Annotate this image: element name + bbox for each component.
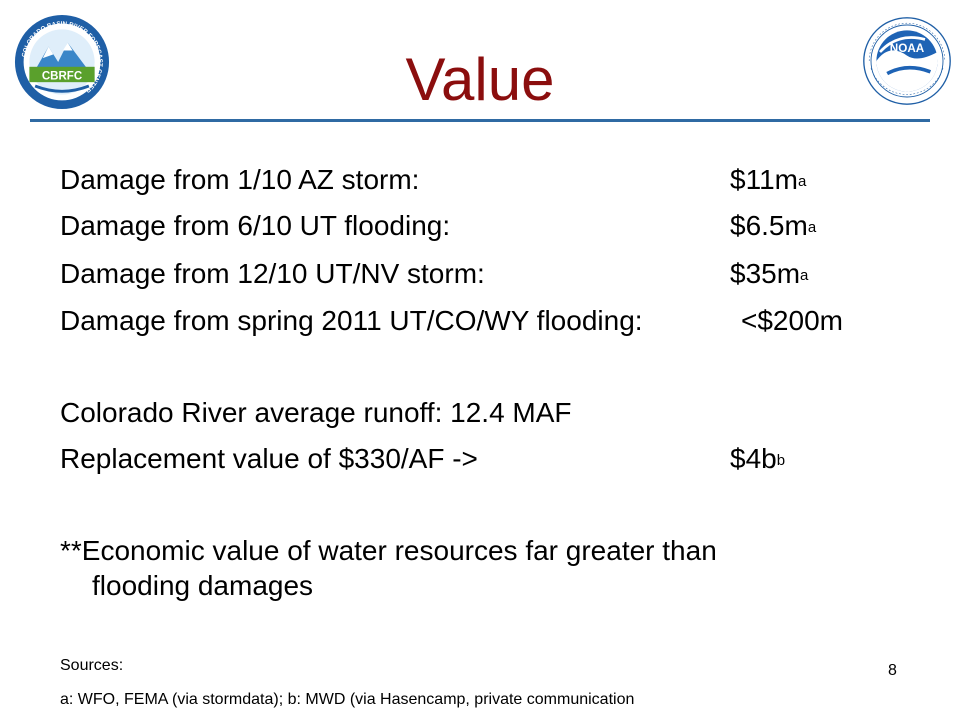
line-value: $6.5ma (730, 210, 817, 241)
line-value: $35ma (730, 258, 809, 289)
noaa-logo-text: NOAA (890, 42, 925, 55)
line-label: Damage from 6/10 UT flooding: (60, 210, 451, 241)
line-label: Replacement value of $330/AF -> (60, 443, 478, 474)
sources-text: a: WFO, FEMA (via stormdata); b: MWD (vi… (60, 691, 635, 708)
line-label: Damage from spring 2011 UT/CO/WY floodin… (60, 305, 643, 336)
line-value: $11ma (730, 164, 807, 195)
footnote-marker: b (776, 452, 786, 469)
line-value: $4bb (730, 443, 786, 474)
note-line-1: **Economic value of water resources far … (60, 535, 717, 566)
title-divider (30, 119, 930, 122)
noaa-logo: NOAA (862, 16, 952, 106)
economic-value-note: **Economic value of water resources far … (60, 533, 860, 603)
line-label: Colorado River average runoff: 12.4 MAF (60, 397, 572, 428)
footnote-marker: a (800, 267, 809, 284)
slide-title: Value (405, 46, 555, 113)
footnote-marker: a (807, 219, 817, 236)
page-number: 8 (888, 662, 897, 679)
cbrfc-logo-text: CBRFC (42, 70, 82, 82)
sources-heading: Sources: (60, 657, 124, 674)
footnote-marker: a (797, 173, 807, 190)
line-label: Damage from 12/10 UT/NV storm: (60, 258, 485, 289)
line-value: <$200m (741, 305, 843, 336)
note-line-2: flooding damages (92, 570, 314, 601)
line-label: Damage from 1/10 AZ storm: (60, 164, 420, 195)
cbrfc-logo: COLORADO BASIN RIVER FORECAST CENTER CBR… (14, 14, 110, 110)
